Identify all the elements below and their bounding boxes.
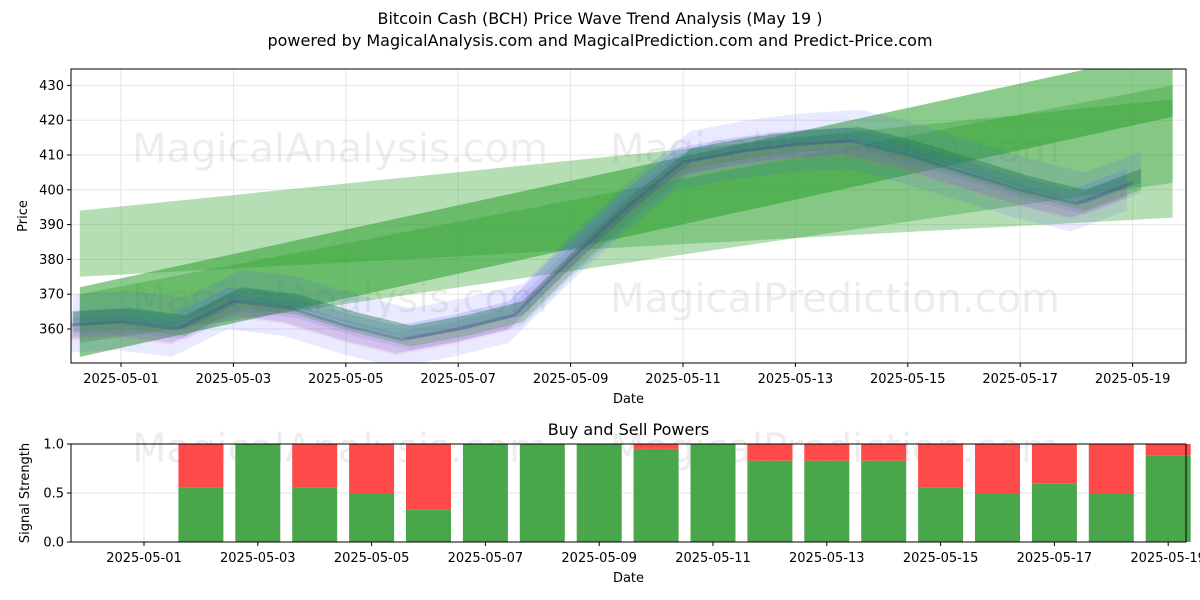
chart-subtitle: powered by MagicalAnalysis.com and Magic… [267, 31, 933, 50]
price-x-tick-label: 2025-05-11 [645, 372, 721, 387]
buy-bar [1031, 483, 1077, 542]
sell-bar [975, 444, 1020, 493]
buy-bar [406, 509, 451, 542]
buy-bar [804, 460, 850, 542]
wave-ribbon [71, 134, 1127, 363]
price-x-tick-label: 2025-05-17 [982, 372, 1058, 387]
price-series-line [71, 139, 1134, 341]
buy-bar [861, 460, 907, 542]
price-x-tick-label: 2025-05-13 [758, 372, 834, 387]
buy-bar [690, 444, 736, 542]
price-x-tick-label: 2025-05-07 [420, 372, 496, 387]
price-x-tick-label: 2025-05-09 [533, 372, 609, 387]
signal-x-tick-label: 2025-05-07 [448, 551, 524, 566]
price-x-tick-label: 2025-05-15 [870, 372, 946, 387]
watermark-text: MagicalPrediction.com [610, 276, 1060, 322]
sell-bar [1031, 444, 1077, 484]
buy-bar [576, 444, 622, 542]
signal-x-tick-label: 2025-05-17 [1017, 551, 1093, 566]
price-panel-frame [70, 68, 1187, 364]
buy-bar [178, 487, 224, 542]
signal-y-tick-label: 1.0 [43, 438, 64, 453]
signal-x-tick-label: 2025-05-13 [789, 551, 865, 566]
price-y-tick-label: 390 [39, 218, 64, 233]
sell-bar [747, 444, 793, 461]
signal-x-tick-label: 2025-05-09 [561, 551, 637, 566]
signal-x-tick-label: 2025-05-19 [1130, 551, 1200, 566]
buy-bar [519, 444, 565, 542]
watermark-text: MagicalAnalysis.com [132, 126, 548, 172]
buy-bar [462, 444, 508, 542]
signal-y-tick-label: 0.5 [43, 487, 64, 502]
wave-ribbon [73, 109, 1142, 350]
price-y-tick-label: 410 [39, 149, 64, 164]
chart-title: Bitcoin Cash (BCH) Price Wave Trend Anal… [377, 9, 823, 28]
price-x-tick-label: 2025-05-05 [308, 372, 384, 387]
price-x-tick-label: 2025-05-03 [196, 372, 272, 387]
signal-x-tick-label: 2025-05-05 [334, 551, 410, 566]
price-y-tick-label: 370 [39, 288, 64, 303]
trend-band [79, 85, 1173, 343]
buy-bar [292, 487, 338, 542]
price-x-tick-label: 2025-05-19 [1095, 372, 1171, 387]
signal-chart-title: Buy and Sell Powers [548, 420, 710, 439]
buy-bar [975, 493, 1020, 542]
price-x-axis-label: Date [613, 392, 644, 407]
wave-ribbon [71, 139, 1127, 356]
buy-bar [1145, 455, 1191, 542]
price-plot-area: MagicalAnalysis.com MagicalPrediction.com… [71, 69, 1186, 363]
sell-bar [349, 444, 395, 493]
sell-bar [633, 444, 679, 449]
price-y-tick-label: 430 [39, 79, 64, 94]
price-x-tick-label: 2025-05-01 [83, 372, 159, 387]
trend-band [79, 69, 1173, 357]
sell-bar [406, 444, 451, 510]
buy-bar [349, 493, 395, 542]
buy-bar [918, 487, 964, 542]
price-y-tick-label: 380 [39, 253, 64, 268]
buy-bar [633, 448, 679, 542]
signal-x-tick-label: 2025-05-01 [106, 551, 182, 566]
signal-x-axis-label: Date [613, 571, 644, 586]
buy-bar [1088, 493, 1134, 542]
wave-ribbon [71, 127, 1127, 354]
signal-x-tick-label: 2025-05-03 [220, 551, 296, 566]
wave-ribbon [73, 127, 1142, 340]
sell-bar [292, 444, 338, 488]
price-y-tick-label: 400 [39, 183, 64, 198]
signal-y-axis-label: Signal Strength [18, 443, 33, 543]
sell-bar [178, 444, 224, 488]
buy-bar [235, 444, 281, 542]
sell-bar [804, 444, 850, 461]
sell-bar [1088, 444, 1134, 493]
wave-ribbon [73, 127, 1142, 347]
price-y-tick-label: 420 [39, 114, 64, 129]
sell-bar [1145, 444, 1191, 456]
signal-y-tick-label: 0.0 [43, 536, 64, 551]
price-y-axis-label: Price [16, 200, 31, 232]
sell-bar [918, 444, 964, 488]
signal-x-tick-label: 2025-05-11 [675, 551, 751, 566]
price-y-tick-label: 360 [39, 323, 64, 338]
sell-bar [861, 444, 907, 461]
buy-bar [747, 460, 793, 542]
signal-x-tick-label: 2025-05-15 [903, 551, 979, 566]
